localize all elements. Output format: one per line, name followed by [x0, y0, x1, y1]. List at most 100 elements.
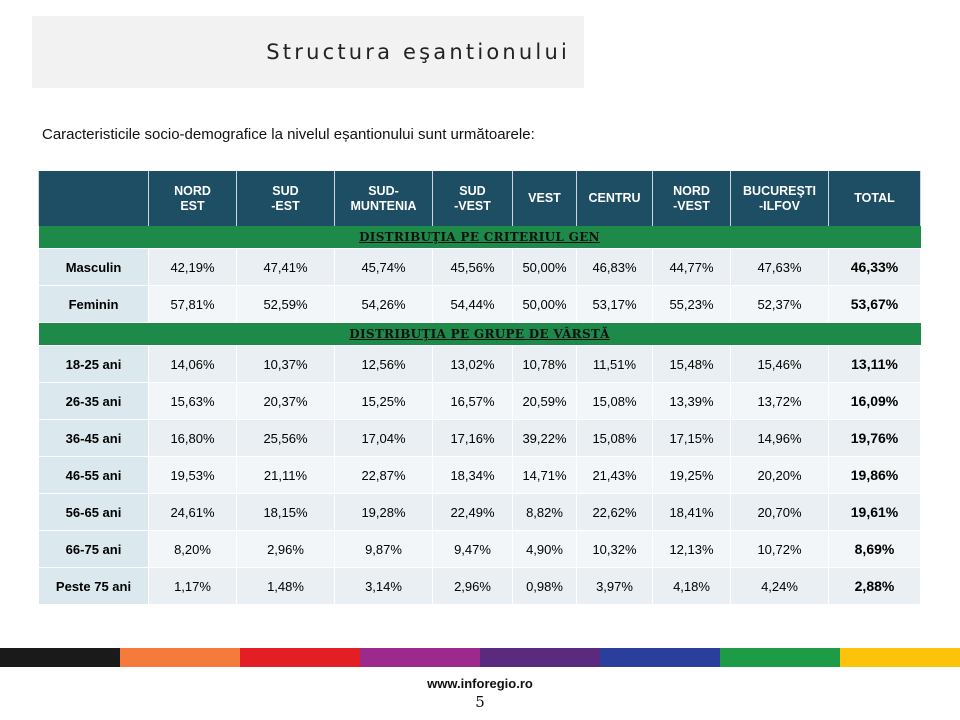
table-row: 26-35 ani 15,63% 20,37% 15,25% 16,57% 20,59% 1… — [38, 382, 921, 420]
row-label: 36-45 ani — [38, 419, 149, 457]
total-cell: 53,67% — [828, 285, 921, 323]
table-cell: 50,00% — [512, 248, 577, 286]
table-cell: 13,39% — [652, 382, 731, 420]
table-cell: 4,90% — [512, 530, 577, 568]
table-cell: 15,08% — [576, 382, 653, 420]
table-cell: 55,23% — [652, 285, 731, 323]
table-cell: 17,15% — [652, 419, 731, 457]
title-box: Structura eşantionului — [32, 16, 584, 88]
total-cell: 19,61% — [828, 493, 921, 531]
table-row: Masculin 42,19% 47,41% 45,74% 45,56% 50,00% 46… — [38, 248, 921, 286]
row-label: 18-25 ani — [38, 345, 149, 383]
column-header: SUD -EST — [236, 171, 335, 226]
table-cell: 15,48% — [652, 345, 731, 383]
table-cell: 19,53% — [148, 456, 237, 494]
table-cell: 2,96% — [236, 530, 335, 568]
table-cell: 14,96% — [730, 419, 829, 457]
total-cell: 13,11% — [828, 345, 921, 383]
color-strip-segment — [840, 648, 960, 667]
column-header: NORD -VEST — [652, 171, 731, 226]
color-strip — [0, 648, 960, 667]
table-cell: 22,87% — [334, 456, 433, 494]
table-cell: 12,13% — [652, 530, 731, 568]
color-strip-segment — [480, 648, 600, 667]
table-cell: 10,78% — [512, 345, 577, 383]
table-cell: 18,41% — [652, 493, 731, 531]
table-cell: 57,81% — [148, 285, 237, 323]
table-cell: 47,41% — [236, 248, 335, 286]
table-cell: 8,20% — [148, 530, 237, 568]
table-cell: 11,51% — [576, 345, 653, 383]
total-cell: 19,86% — [828, 456, 921, 494]
table-cell: 14,06% — [148, 345, 237, 383]
table-cell: 0,98% — [512, 567, 577, 605]
table-cell: 20,70% — [730, 493, 829, 531]
column-header: VEST — [512, 171, 577, 226]
table-cell: 54,44% — [432, 285, 513, 323]
section-row: DISTRIBUŢIA PE CRITERIUL GEN — [38, 226, 921, 249]
table-row: 66-75 ani 8,20% 2,96% 9,87% 9,47% 4,90% 10,32%… — [38, 530, 921, 568]
header-row: NORD EST SUD -EST SUD- MUNTENIA SUD -VEST VE… — [38, 171, 921, 226]
color-strip-segment — [360, 648, 480, 667]
table-row: Peste 75 ani 1,17% 1,48% 3,14% 2,96% 0,98% 3,9… — [38, 567, 921, 605]
table-cell: 39,22% — [512, 419, 577, 457]
total-cell: 19,76% — [828, 419, 921, 457]
table-cell: 24,61% — [148, 493, 237, 531]
total-cell: 46,33% — [828, 248, 921, 286]
column-header: CENTRU — [576, 171, 653, 226]
table-cell: 20,37% — [236, 382, 335, 420]
table-cell: 3,14% — [334, 567, 433, 605]
table-cell: 52,37% — [730, 285, 829, 323]
demographics-table: NORD EST SUD -EST SUD- MUNTENIA SUD -VEST VE… — [38, 171, 921, 605]
intro-text: Caracteristicile socio-demografice la ni… — [42, 126, 535, 143]
table-cell: 13,72% — [730, 382, 829, 420]
table-cell: 22,62% — [576, 493, 653, 531]
color-strip-segment — [600, 648, 720, 667]
column-header: NORD EST — [148, 171, 237, 226]
table-cell: 4,18% — [652, 567, 731, 605]
header-corner — [38, 171, 149, 226]
footer-url: www.inforegio.ro — [427, 676, 533, 691]
table-cell: 25,56% — [236, 419, 335, 457]
table-cell: 13,02% — [432, 345, 513, 383]
table-cell: 17,04% — [334, 419, 433, 457]
table-cell: 14,71% — [512, 456, 577, 494]
table-cell: 53,17% — [576, 285, 653, 323]
table-cell: 17,16% — [432, 419, 513, 457]
section-title: DISTRIBUŢIA PE CRITERIUL GEN — [38, 226, 921, 249]
table-body: NORD EST SUD -EST SUD- MUNTENIA SUD -VEST VE… — [38, 171, 921, 605]
table-cell: 19,28% — [334, 493, 433, 531]
table-row: 18-25 ani 14,06% 10,37% 12,56% 13,02% 10,78% 1… — [38, 345, 921, 383]
table-cell: 52,59% — [236, 285, 335, 323]
table-cell: 10,72% — [730, 530, 829, 568]
table-cell: 10,37% — [236, 345, 335, 383]
row-label: Peste 75 ani — [38, 567, 149, 605]
color-strip-segment — [240, 648, 360, 667]
section-row: DISTRIBUŢIA PE GRUPE DE VÂRSTĂ — [38, 322, 921, 346]
table-cell: 15,08% — [576, 419, 653, 457]
table-cell: 45,74% — [334, 248, 433, 286]
table-cell: 22,49% — [432, 493, 513, 531]
table-row: 46-55 ani 19,53% 21,11% 22,87% 18,34% 14,71% 2… — [38, 456, 921, 494]
table-row: Feminin 57,81% 52,59% 54,26% 54,44% 50,00% 53,… — [38, 285, 921, 323]
column-header: BUCUREŞTI -ILFOV — [730, 171, 829, 226]
total-cell: 16,09% — [828, 382, 921, 420]
table-cell: 46,83% — [576, 248, 653, 286]
table-cell: 18,15% — [236, 493, 335, 531]
table-cell: 50,00% — [512, 285, 577, 323]
table-cell: 21,11% — [236, 456, 335, 494]
table-cell: 1,48% — [236, 567, 335, 605]
total-cell: 8,69% — [828, 530, 921, 568]
row-label: 56-65 ani — [38, 493, 149, 531]
slide-title: Structura eşantionului — [266, 40, 570, 64]
table-cell: 54,26% — [334, 285, 433, 323]
table-cell: 18,34% — [432, 456, 513, 494]
table-cell: 44,77% — [652, 248, 731, 286]
column-header: TOTAL — [828, 171, 921, 226]
table-cell: 1,17% — [148, 567, 237, 605]
total-cell: 2,88% — [828, 567, 921, 605]
table-cell: 20,59% — [512, 382, 577, 420]
table-cell: 42,19% — [148, 248, 237, 286]
page-number: 5 — [475, 693, 485, 711]
table-cell: 47,63% — [730, 248, 829, 286]
